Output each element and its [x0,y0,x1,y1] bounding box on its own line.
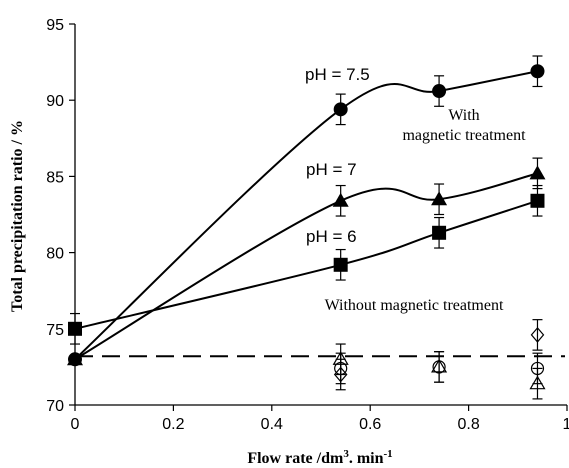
square-series-point [530,193,545,208]
triangle-series-line [74,172,538,361]
circle-series-line [74,70,538,361]
triangle-series-point [431,191,448,206]
triangle-series-point [67,351,83,366]
series-lines [74,70,538,361]
x-tick-label: 0.2 [162,416,184,433]
square-series-point [432,225,447,240]
without-treatment-circle-open-point [334,361,348,376]
without-treatment-diamond-open-point [333,366,348,383]
series-markers [67,64,546,390]
y-tick-label: 95 [46,17,64,34]
y-tick-label: 90 [46,93,64,110]
circle-series-point [333,102,348,117]
x-tick-label: 0.4 [261,416,283,433]
annotation-with-line2: magnetic treatment [402,127,526,144]
without-treatment-triangle-open-point [431,358,448,373]
square-series-line [74,199,538,330]
x-tick-label: 1 [563,416,569,433]
without-treatment-triangle-open-point [332,351,349,365]
annotation-with-line1: With [448,107,479,124]
triangle-series-point [332,192,349,207]
square-series-point [68,321,82,336]
tick-labels: 70 75 80 85 90 95 0 0.2 0.4 0.6 0.8 1 [46,17,569,433]
x-tick-label: 0 [71,416,80,433]
annotation-ph6: pH = 6 [306,227,357,246]
annotation-without: Without magnetic treatment [325,297,504,314]
y-tick-label: 85 [46,169,64,186]
axis-ticks [69,23,568,411]
x-tick-label: 0.8 [457,416,479,433]
circle-series-point [530,64,545,79]
x-axis-title: Flow rate /dm3. min-1 [247,448,392,467]
y-axis-title: Total precipitation ratio / % [9,120,26,312]
annotation-ph75: pH = 7.5 [305,65,370,84]
without-treatment-triangle-open-point [529,375,546,390]
without-treatment-circle-open-point [530,361,545,376]
x-tick-label: 0.6 [359,416,381,433]
circle-series-point [432,84,447,99]
square-series-point [333,257,348,272]
triangle-series-point [529,165,546,180]
y-tick-label: 80 [46,246,64,263]
annotation-ph7: pH = 7 [306,160,357,179]
y-tick-label: 70 [46,398,64,415]
without-treatment-diamond-open-point [530,326,545,343]
y-tick-label: 75 [46,322,64,339]
